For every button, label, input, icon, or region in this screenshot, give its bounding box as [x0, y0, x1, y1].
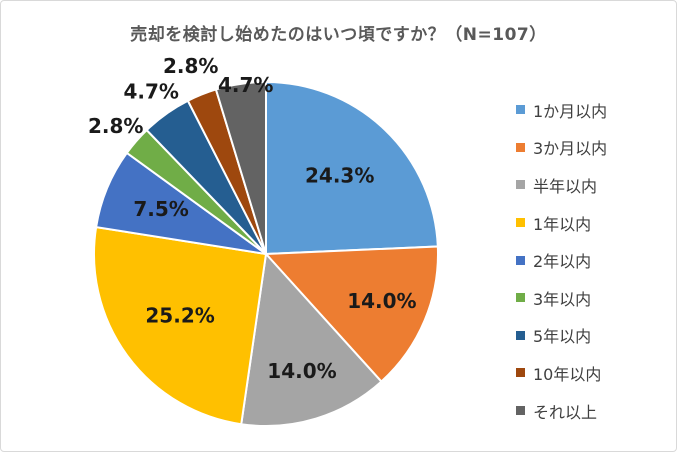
data-label: 14.0% [347, 289, 416, 313]
legend-swatch [516, 293, 525, 303]
legend-item: 3か月以内 [516, 129, 607, 167]
data-label: 4.7% [218, 73, 273, 97]
legend-label: 3年以内 [533, 289, 592, 309]
legend-item: 半年以内 [516, 166, 607, 204]
data-label: 24.3% [305, 164, 374, 188]
legend-item: 3年以内 [516, 279, 607, 317]
pie-slice [263, 245, 439, 383]
legend-item: 1か月以内 [516, 91, 607, 129]
legend-swatch [516, 368, 525, 378]
pie-slice [265, 80, 439, 256]
legend-item: 5年以内 [516, 317, 607, 355]
legend-label: 1年以内 [533, 214, 592, 234]
data-label: 14.0% [267, 359, 336, 383]
legend-swatch [516, 406, 525, 416]
legend-item: 2年以内 [516, 241, 607, 279]
legend-swatch [516, 330, 525, 340]
legend-label: 10年以内 [533, 364, 602, 384]
legend-swatch [516, 105, 525, 115]
data-label: 4.7% [123, 79, 178, 103]
legend-swatch [516, 142, 525, 152]
legend-label: それ以上 [533, 402, 598, 422]
legend-label: 1か月以内 [533, 101, 608, 121]
legend-item: 10年以内 [516, 354, 607, 392]
data-label: 2.8% [163, 54, 218, 78]
legend-swatch [516, 218, 525, 228]
data-label: 2.8% [88, 114, 143, 138]
legend-item: 1年以内 [516, 204, 607, 242]
legend-label: 5年以内 [533, 327, 592, 347]
legend-swatch [516, 255, 525, 265]
legend: 1か月以内 3か月以内半年以内 1年以内 2年以内 3年以内 5年以内 10年以内それ以上 [516, 91, 607, 429]
pie-slice [214, 80, 267, 255]
legend-label: 3か月以内 [533, 139, 608, 159]
legend-label: 半年以内 [533, 176, 598, 196]
chart-title: 売却を検討し始めたのはいつ頃ですか？（N=107） [130, 25, 547, 45]
legend-label: 2年以内 [533, 252, 592, 272]
legend-swatch [516, 180, 525, 190]
pie-slice [240, 251, 383, 427]
legend-item: それ以上 [516, 392, 607, 430]
data-label: 7.5% [133, 197, 188, 221]
pie-slice [93, 225, 268, 426]
data-label: 25.2% [145, 304, 214, 328]
